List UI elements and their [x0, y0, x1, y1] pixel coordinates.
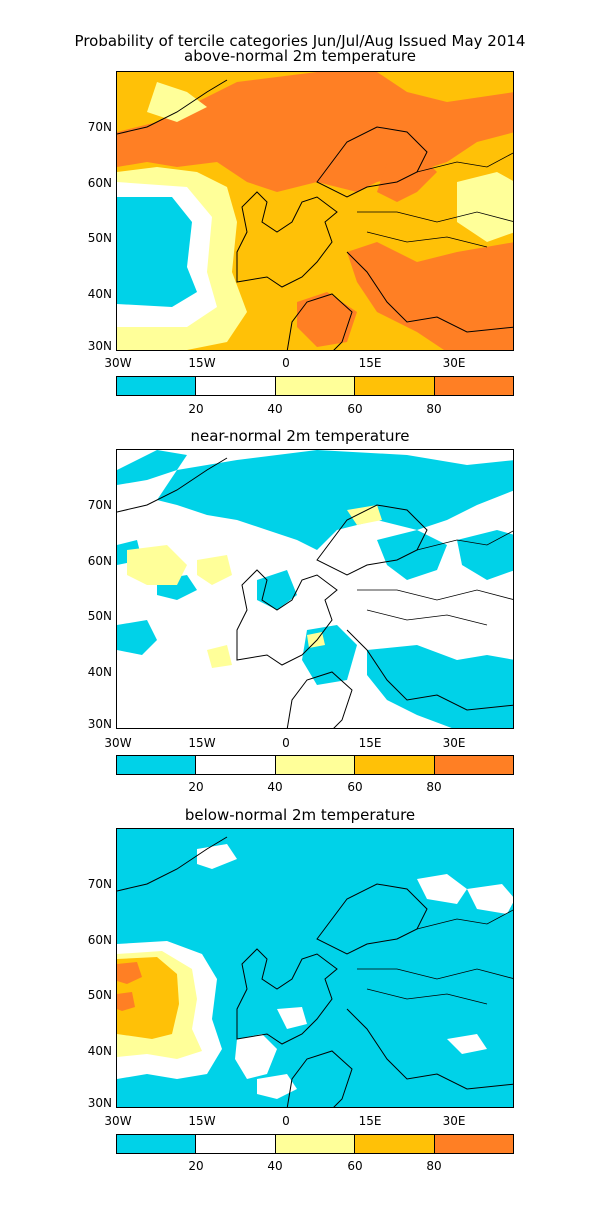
colorbar-segment	[434, 756, 514, 774]
lon-label: 30W	[104, 736, 132, 750]
lon-label: 30E	[442, 736, 466, 750]
map-near-svg	[117, 450, 513, 728]
colorbar-label: 40	[267, 780, 283, 794]
panel-title-near: near-normal 2m temperature	[190, 427, 410, 445]
map-above-svg	[117, 72, 513, 350]
colorbar-above	[116, 376, 514, 396]
lon-label: 30W	[104, 356, 132, 370]
colorbar-segment	[117, 756, 197, 774]
colorbar-segment	[196, 756, 276, 774]
colorbar-label: 80	[426, 780, 442, 794]
colorbar-label: 40	[267, 402, 283, 416]
colorbar-label: 60	[347, 780, 363, 794]
colorbar-segment	[275, 756, 356, 774]
colorbar-segment	[434, 377, 514, 395]
map-below-svg	[117, 829, 513, 1107]
map-panel-below	[116, 828, 514, 1108]
lat-label: 50N	[87, 231, 112, 245]
panel-title-above: above-normal 2m temperature	[184, 47, 416, 65]
lat-label: 30N	[87, 717, 112, 731]
lat-label: 30N	[87, 339, 112, 353]
colorbar-label: 20	[188, 1159, 204, 1173]
lat-label: 60N	[87, 176, 112, 190]
colorbar-segment	[355, 756, 435, 774]
lat-label: 50N	[87, 609, 112, 623]
lat-label: 70N	[87, 498, 112, 512]
lat-label: 70N	[87, 877, 112, 891]
lon-label: 15W	[188, 736, 216, 750]
lat-label: 30N	[87, 1096, 112, 1110]
lon-label: 0	[282, 736, 290, 750]
colorbar-segment	[117, 377, 197, 395]
colorbar-segment	[196, 1135, 276, 1153]
colorbar-segment	[275, 377, 356, 395]
colorbar-label: 20	[188, 402, 204, 416]
colorbar-segment	[355, 377, 435, 395]
main-title: Probability of tercile categories Jun/Ju…	[74, 32, 526, 50]
lon-label: 15E	[358, 1114, 382, 1128]
lon-label: 30E	[442, 356, 466, 370]
lon-label: 0	[282, 356, 290, 370]
lon-label: 15W	[188, 356, 216, 370]
colorbar-label: 80	[426, 1159, 442, 1173]
map-panel-above	[116, 71, 514, 351]
lon-label: 30W	[104, 1114, 132, 1128]
colorbar-label: 80	[426, 402, 442, 416]
colorbar-segment	[196, 377, 276, 395]
lat-label: 50N	[87, 988, 112, 1002]
colorbar-segment	[117, 1135, 197, 1153]
lat-label: 60N	[87, 554, 112, 568]
colorbar-near	[116, 755, 514, 775]
lat-label: 40N	[87, 287, 112, 301]
lat-label: 60N	[87, 933, 112, 947]
colorbar-segment	[275, 1135, 356, 1153]
colorbar-label: 20	[188, 780, 204, 794]
lon-label: 0	[282, 1114, 290, 1128]
lon-label: 15E	[358, 356, 382, 370]
map-panel-near	[116, 449, 514, 729]
lat-label: 40N	[87, 1044, 112, 1058]
lon-label: 30E	[442, 1114, 466, 1128]
lon-label: 15W	[188, 1114, 216, 1128]
panel-title-below: below-normal 2m temperature	[184, 806, 416, 824]
lat-label: 70N	[87, 120, 112, 134]
colorbar-below	[116, 1134, 514, 1154]
colorbar-segment	[434, 1135, 514, 1153]
colorbar-label: 60	[347, 1159, 363, 1173]
lon-label: 15E	[358, 736, 382, 750]
colorbar-label: 60	[347, 402, 363, 416]
lat-label: 40N	[87, 665, 112, 679]
colorbar-label: 40	[267, 1159, 283, 1173]
colorbar-segment	[355, 1135, 435, 1153]
